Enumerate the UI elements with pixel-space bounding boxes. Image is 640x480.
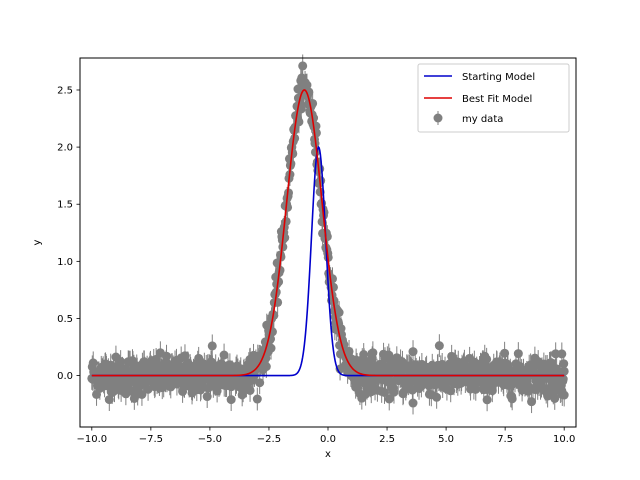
data-point xyxy=(283,202,293,212)
y-tick-label: 2.5 xyxy=(57,85,73,96)
y-tick-label: 0.0 xyxy=(57,371,73,382)
legend-label-best-fit-model: Best Fit Model xyxy=(462,94,532,105)
y-tick-label: 1.0 xyxy=(57,257,73,268)
data-point xyxy=(162,351,172,361)
data-point xyxy=(88,358,98,368)
data-point xyxy=(557,349,567,359)
data-point xyxy=(389,387,399,397)
data-point xyxy=(527,397,537,407)
data-point xyxy=(434,341,444,351)
x-tick-label: 7.5 xyxy=(497,434,513,445)
data-point xyxy=(245,385,255,395)
data-point xyxy=(104,395,114,405)
data-point xyxy=(471,384,481,394)
data-point xyxy=(278,242,288,252)
legend-swatch-my-data xyxy=(433,113,443,123)
x-tick-label: 0.0 xyxy=(320,434,336,445)
y-tick-label: 1.5 xyxy=(57,200,73,211)
data-point xyxy=(207,341,217,351)
data-point xyxy=(559,390,569,400)
data-point xyxy=(550,393,560,403)
data-point xyxy=(280,233,290,243)
data-point xyxy=(558,374,568,384)
data-point xyxy=(546,358,556,368)
x-axis-label: x xyxy=(325,449,331,460)
data-point xyxy=(219,350,229,360)
y-axis-label: y xyxy=(32,239,43,245)
data-point xyxy=(180,351,190,361)
data-point xyxy=(482,354,492,364)
x-tick-label: −10.0 xyxy=(76,434,107,445)
data-point xyxy=(266,343,276,353)
data-point xyxy=(284,188,294,198)
x-tick-label: −7.5 xyxy=(139,434,163,445)
data-point xyxy=(255,378,265,388)
data-point xyxy=(380,387,390,397)
data-point xyxy=(408,398,418,408)
data-point xyxy=(432,392,442,402)
y-tick-label: 2.0 xyxy=(57,143,73,154)
x-tick-label: 5.0 xyxy=(438,434,454,445)
legend: Starting Model Best Fit Model my data xyxy=(417,63,570,133)
data-point xyxy=(290,133,300,143)
data-point xyxy=(559,359,569,369)
data-point xyxy=(288,149,298,159)
data-point xyxy=(446,386,456,396)
data-point xyxy=(375,359,385,369)
model-curves xyxy=(91,89,565,377)
data-point xyxy=(129,393,139,403)
data-point xyxy=(302,80,312,90)
y-axis: 0.0 0.5 1.0 1.5 2.0 2.5 xyxy=(57,85,80,382)
data-point xyxy=(507,394,517,404)
x-axis: −10.0 −7.5 −5.0 −2.5 0.0 2.5 5.0 7.5 10.0 xyxy=(76,427,575,445)
data-point xyxy=(226,395,236,405)
data-point xyxy=(500,348,510,358)
x-tick-label: −2.5 xyxy=(257,434,281,445)
x-tick-label: 2.5 xyxy=(379,434,395,445)
data-point xyxy=(261,362,271,372)
y-tick-label: 0.5 xyxy=(57,314,73,325)
data-point xyxy=(194,353,204,363)
data-point xyxy=(482,395,492,405)
series-line-best-fit-model xyxy=(91,89,565,377)
data-point xyxy=(322,232,332,242)
data-point xyxy=(351,382,361,392)
data-point xyxy=(368,348,378,358)
data-point xyxy=(559,366,569,376)
data-point xyxy=(202,392,212,402)
x-tick-label: −5.0 xyxy=(198,434,222,445)
data-point xyxy=(513,349,523,359)
data-point xyxy=(252,394,262,404)
data-point xyxy=(281,216,291,226)
legend-box xyxy=(417,63,570,133)
data-point xyxy=(344,346,354,356)
data-point xyxy=(328,282,338,292)
data-point xyxy=(334,308,344,318)
data-point xyxy=(298,61,308,71)
data-point xyxy=(384,394,394,404)
data-point xyxy=(137,389,147,399)
legend-label-starting-model: Starting Model xyxy=(462,72,535,83)
data-point xyxy=(311,128,321,138)
x-tick-label: 10.0 xyxy=(553,434,575,445)
data-point xyxy=(408,347,418,357)
legend-label-my-data: my data xyxy=(462,114,503,125)
